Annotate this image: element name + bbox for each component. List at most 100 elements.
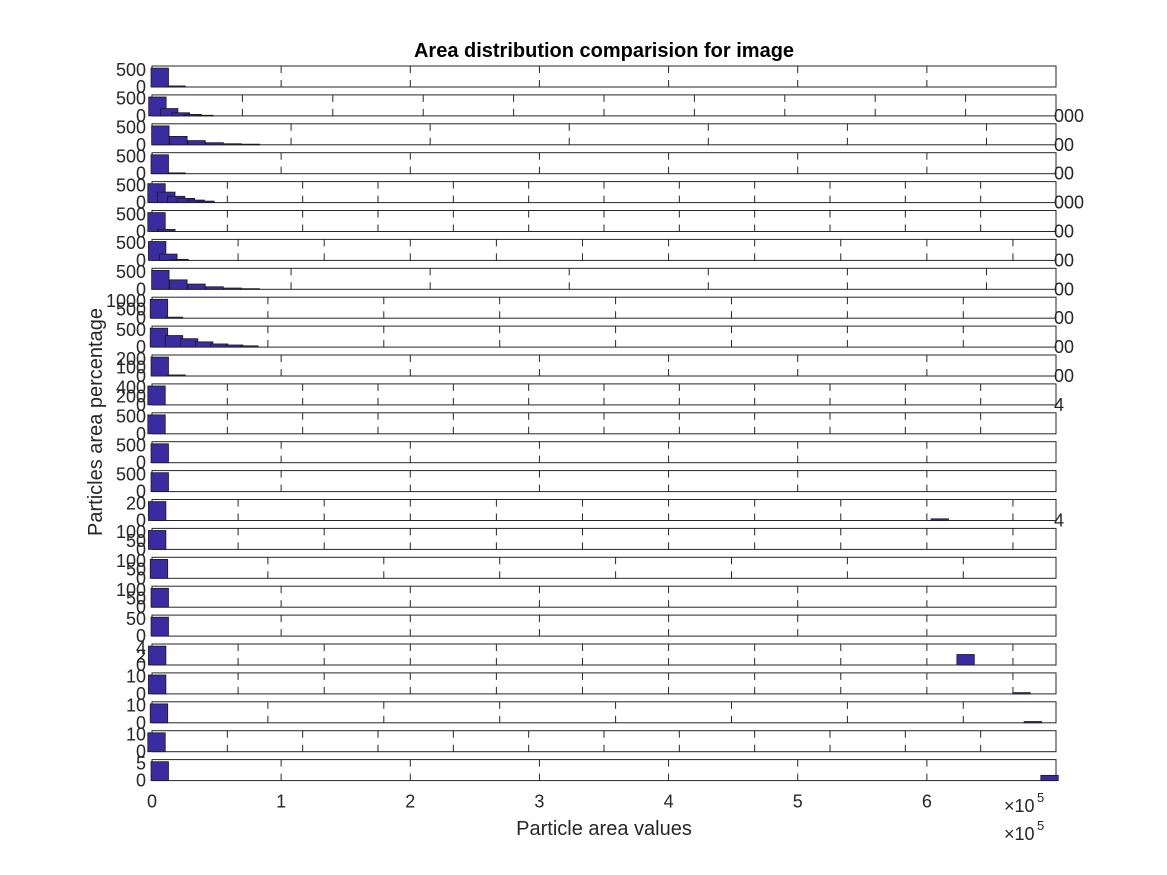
y-tick-label: 0: [136, 626, 146, 646]
x-tick-label: 1: [276, 792, 286, 812]
x-exponent-label: ×10: [1004, 796, 1035, 816]
y-tick-label: 100: [116, 357, 146, 377]
histogram-bar: [150, 154, 169, 175]
histogram-bar: [241, 143, 260, 146]
histogram-bar: [150, 761, 169, 782]
y-tick-label: 500: [116, 175, 146, 195]
right-tick-label: 00: [1054, 135, 1074, 155]
right-tick-label: 4: [1054, 511, 1064, 531]
x-tick-label: 3: [534, 792, 544, 812]
y-tick-label: 0: [136, 337, 146, 357]
y-tick-label: 0: [136, 250, 146, 270]
histogram-bar: [167, 374, 186, 377]
subplots: 0500050000005000005000005000000500000500…: [106, 60, 1084, 791]
histogram-bar: [147, 212, 166, 232]
y-tick-label: 4: [136, 638, 146, 658]
histogram-bar: [148, 674, 167, 695]
subplot: 010: [126, 696, 1057, 733]
y-tick-label: 0: [136, 164, 146, 184]
y-tick-label: 100: [116, 551, 146, 571]
y-tick-label: 0: [136, 482, 146, 502]
histogram-bar: [169, 135, 188, 146]
y-tick-label: 500: [116, 118, 146, 138]
histogram-bar: [157, 228, 176, 232]
histogram-bar: [167, 172, 186, 175]
histogram-bar: [205, 142, 224, 146]
y-tick-label: 100: [116, 580, 146, 600]
x-tick-label: 6: [922, 792, 932, 812]
histogram-bar: [149, 559, 169, 579]
subplot-axes-box: [151, 267, 1057, 290]
y-tick-label: 0: [136, 742, 146, 762]
y-tick-label: 20: [126, 493, 146, 513]
y-tick-label: 0: [136, 135, 146, 155]
x-axis: 0 1 2 3 4 5 6 ×10 5×10 5: [147, 790, 1044, 844]
histogram-bar: [150, 616, 169, 637]
histogram-bar: [240, 345, 259, 348]
subplot-axes-box: [151, 701, 1057, 724]
y-tick-label: 2: [136, 646, 146, 666]
y-tick-label: 50: [126, 531, 146, 551]
y-axis-label: Particles area percentage: [85, 308, 107, 536]
y-tick-label: 0: [136, 193, 146, 213]
y-tick-label: 500: [116, 300, 146, 320]
histogram-bar: [150, 472, 169, 493]
y-tick-label: 500: [116, 60, 146, 80]
histogram-bar: [930, 518, 949, 521]
x-tick-label: 4: [664, 792, 674, 812]
right-tick-label: 000: [1054, 106, 1084, 126]
histogram-bar: [149, 298, 169, 319]
y-tick-label: 50: [126, 560, 146, 580]
histogram-bar: [187, 283, 206, 290]
histogram-bar: [196, 200, 215, 204]
histogram-bar: [148, 645, 167, 666]
histogram-bar: [170, 258, 189, 261]
histogram-bar: [147, 385, 166, 406]
subplot-axes-box: [151, 354, 1057, 377]
y-tick-label: 100: [116, 522, 146, 542]
y-tick-label: 500: [116, 407, 146, 427]
histogram-bar: [167, 85, 186, 88]
subplot-axes-box: [151, 123, 1057, 146]
right-tick-label: 00: [1054, 308, 1074, 328]
y-tick-label: 0: [136, 713, 146, 733]
histogram-bar: [241, 288, 260, 290]
subplot: 010: [126, 667, 1057, 704]
histogram-bar: [159, 253, 178, 261]
y-tick-label: 0: [136, 597, 146, 617]
subplot-axes-box: [151, 614, 1057, 637]
y-tick-label: 500: [116, 435, 146, 455]
y-tick-label: 0: [136, 684, 146, 704]
right-tick-label: 00: [1054, 222, 1074, 242]
histogram-bar: [151, 269, 170, 290]
right-tick-label: 00: [1054, 366, 1074, 386]
y-tick-label: 0: [136, 655, 146, 675]
x-tick-label: 0: [147, 792, 157, 812]
histogram-bar: [956, 654, 975, 666]
right-tick-label: 00: [1054, 250, 1074, 270]
histogram-bar: [164, 316, 184, 319]
y-tick-label: 0: [136, 279, 146, 299]
histogram-bar: [187, 140, 206, 146]
y-tick-label: 50: [126, 589, 146, 609]
subplot-axes-box: [151, 759, 1057, 782]
right-tick-label: 00: [1054, 337, 1074, 357]
histogram-bar: [223, 143, 242, 146]
chart-title: Area distribution comparision for image: [414, 40, 794, 62]
histogram-bar: [1023, 721, 1042, 724]
y-tick-label: 10: [126, 696, 146, 716]
histogram-bar: [150, 587, 169, 608]
y-tick-label: 0: [136, 539, 146, 559]
